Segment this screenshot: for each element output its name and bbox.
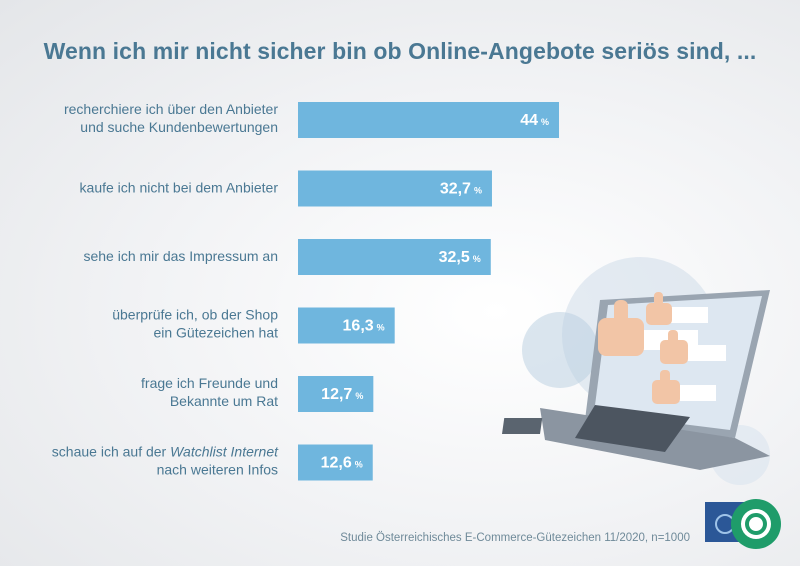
category-label: frage ich Freunde und Bekannte um Rat <box>141 375 278 409</box>
laptop-keyboard <box>575 405 690 452</box>
bar <box>298 239 491 275</box>
data-label: 32,5% <box>439 249 481 266</box>
data-label: 12,7% <box>321 386 363 403</box>
chart-title: Wenn ich mir nicht sicher bin ob Online-… <box>43 38 757 64</box>
data-label: 32,7% <box>440 181 482 198</box>
bar <box>298 376 374 412</box>
thumbs-up-icon <box>660 330 726 364</box>
data-label: 44% <box>520 112 549 129</box>
category-label: kaufe ich nicht bei dem Anbieter <box>80 180 279 196</box>
data-label: 12,6% <box>321 455 363 472</box>
data-label: 16,3% <box>343 318 385 335</box>
bar <box>298 102 559 138</box>
bar <box>298 170 492 207</box>
category-label: recherchiere ich über den Anbieter und su… <box>64 101 278 135</box>
category-label: sehe ich mir das Impressum an <box>83 248 278 264</box>
laptop-touchpad <box>502 418 543 434</box>
guetezeichen-seal-logo <box>731 499 781 549</box>
bg-circle <box>522 312 598 388</box>
bar <box>298 307 395 344</box>
thumbs-up-icon <box>646 292 708 325</box>
thumbs-up-icon <box>652 370 716 404</box>
bar <box>298 444 373 481</box>
category-label: überprüfe ich, ob der Shop ein Gütezeiche… <box>112 307 278 341</box>
category-label: schaue ich auf der Watchlist Internet nac… <box>52 444 279 478</box>
source-note: Studie Österreichisches E-Commerce-Gütez… <box>340 532 690 544</box>
